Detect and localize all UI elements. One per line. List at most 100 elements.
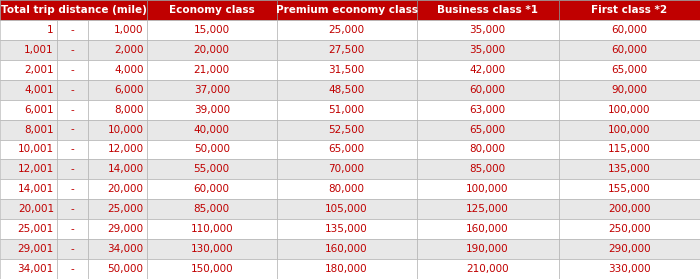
Bar [57, 60, 88, 80]
Bar [57, 40, 88, 60]
Bar [57, 179, 88, 199]
Text: 200,000: 200,000 [608, 204, 650, 214]
Bar [57, 259, 88, 279]
Text: 70,000: 70,000 [328, 164, 365, 174]
Bar [0, 259, 57, 279]
Bar [416, 60, 559, 80]
Text: 105,000: 105,000 [326, 204, 368, 214]
Bar [57, 140, 88, 159]
Text: -: - [71, 124, 75, 134]
Text: 330,000: 330,000 [608, 264, 650, 274]
Text: 6,001: 6,001 [25, 105, 54, 115]
Text: 31,500: 31,500 [328, 65, 365, 75]
Text: 20,001: 20,001 [18, 204, 54, 214]
Bar [0, 20, 57, 40]
Bar [559, 100, 700, 120]
Bar [416, 80, 559, 100]
Bar [0, 219, 57, 239]
Text: 250,000: 250,000 [608, 224, 650, 234]
Text: 12,001: 12,001 [18, 164, 54, 174]
Bar [0, 80, 57, 100]
Text: 1,001: 1,001 [25, 45, 54, 55]
Bar [0, 100, 57, 120]
Text: 160,000: 160,000 [466, 224, 509, 234]
Bar [147, 199, 276, 219]
Text: 42,000: 42,000 [470, 65, 505, 75]
Bar [88, 140, 147, 159]
Bar [0, 40, 57, 60]
Text: 48,500: 48,500 [328, 85, 365, 95]
Bar [276, 20, 416, 40]
Bar [276, 60, 416, 80]
Text: 160,000: 160,000 [326, 244, 368, 254]
Bar [559, 219, 700, 239]
Text: 60,000: 60,000 [470, 85, 505, 95]
Text: 155,000: 155,000 [608, 184, 651, 194]
Bar [416, 219, 559, 239]
Bar [276, 120, 416, 140]
Text: 25,000: 25,000 [328, 25, 365, 35]
Text: 4,000: 4,000 [114, 65, 144, 75]
Text: -: - [71, 224, 75, 234]
Bar [0, 120, 57, 140]
Bar [0, 239, 57, 259]
Text: 1,000: 1,000 [114, 25, 144, 35]
Bar [147, 40, 276, 60]
Text: 40,000: 40,000 [194, 124, 230, 134]
Bar [276, 140, 416, 159]
Text: 21,000: 21,000 [194, 65, 230, 75]
Bar [57, 20, 88, 40]
Bar [57, 120, 88, 140]
Bar [416, 100, 559, 120]
Text: 20,000: 20,000 [194, 45, 230, 55]
Text: 50,000: 50,000 [108, 264, 144, 274]
Bar [88, 80, 147, 100]
Text: 135,000: 135,000 [608, 164, 651, 174]
Bar [88, 159, 147, 179]
Bar [416, 179, 559, 199]
Bar [88, 100, 147, 120]
Bar [416, 199, 559, 219]
Bar [147, 179, 276, 199]
Bar [559, 259, 700, 279]
Bar [276, 259, 416, 279]
Text: 65,000: 65,000 [611, 65, 648, 75]
Bar [88, 40, 147, 60]
Text: First class *2: First class *2 [592, 5, 667, 15]
Text: 2,001: 2,001 [25, 65, 54, 75]
Text: 25,001: 25,001 [18, 224, 54, 234]
Text: -: - [71, 25, 75, 35]
Text: Economy class: Economy class [169, 5, 255, 15]
Bar [276, 159, 416, 179]
Text: 60,000: 60,000 [194, 184, 230, 194]
Text: 65,000: 65,000 [470, 124, 505, 134]
Text: 55,000: 55,000 [194, 164, 230, 174]
Bar [57, 239, 88, 259]
Text: 100,000: 100,000 [608, 105, 650, 115]
Bar [276, 199, 416, 219]
Text: -: - [71, 145, 75, 155]
Bar [559, 40, 700, 60]
Text: 1: 1 [48, 25, 54, 35]
Bar [559, 159, 700, 179]
Text: 27,500: 27,500 [328, 45, 365, 55]
Text: 34,000: 34,000 [107, 244, 144, 254]
Text: 80,000: 80,000 [470, 145, 505, 155]
Text: 15,000: 15,000 [194, 25, 230, 35]
Text: -: - [71, 105, 75, 115]
Bar [416, 159, 559, 179]
Text: 29,001: 29,001 [18, 244, 54, 254]
Bar [88, 239, 147, 259]
Bar [147, 100, 276, 120]
Text: -: - [71, 204, 75, 214]
Bar [147, 239, 276, 259]
Bar [88, 60, 147, 80]
Bar [57, 100, 88, 120]
Text: 60,000: 60,000 [611, 25, 648, 35]
Text: 35,000: 35,000 [470, 45, 505, 55]
Bar [88, 219, 147, 239]
Text: -: - [71, 45, 75, 55]
Text: 4,001: 4,001 [25, 85, 54, 95]
Text: 25,000: 25,000 [107, 204, 144, 214]
Bar [0, 159, 57, 179]
